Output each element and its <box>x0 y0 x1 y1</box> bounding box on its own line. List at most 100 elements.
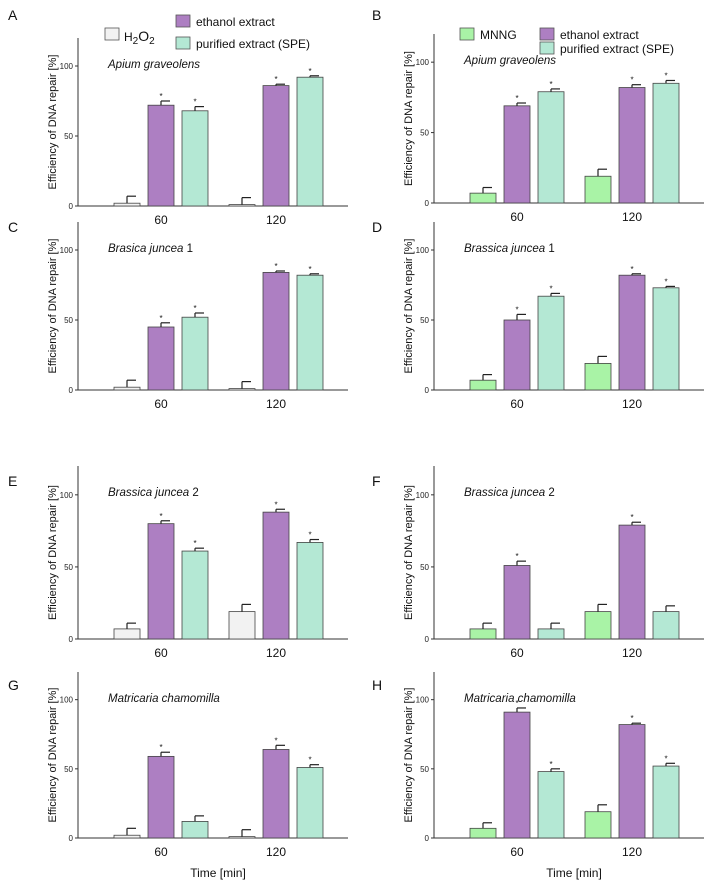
panel-label-C: C <box>8 219 18 235</box>
bar <box>503 319 531 391</box>
bar <box>296 274 324 391</box>
legend-swatch <box>175 14 191 28</box>
y-tick-label: 50 <box>64 316 73 325</box>
bar <box>181 550 209 640</box>
legend-left: H2O2 ethanol extract purified extract (SPE… <box>104 14 310 51</box>
x-category-label: 120 <box>266 397 286 411</box>
y-tick-label: 100 <box>416 246 430 255</box>
panel-label-D: D <box>372 219 382 235</box>
bar <box>584 362 612 391</box>
y-axis-title: Efficiency of DNA repair [%] <box>403 239 415 374</box>
y-tick-label: 50 <box>64 563 73 572</box>
x-category-label: 60 <box>510 397 524 411</box>
x-category-label: 60 <box>154 845 168 859</box>
significance-star: * <box>515 552 518 561</box>
species-title: Apium graveolens <box>107 59 200 71</box>
bar <box>469 827 497 839</box>
legend-label: ethanol extract <box>560 28 639 42</box>
y-tick-label: 50 <box>420 316 429 325</box>
x-category-label: 120 <box>622 845 642 859</box>
bar <box>503 711 531 839</box>
x-category-label: 120 <box>622 210 642 224</box>
significance-star: * <box>308 67 311 76</box>
x-category-label: 60 <box>510 646 524 660</box>
significance-star: * <box>193 98 196 107</box>
panel-label-B: B <box>372 7 381 23</box>
bar <box>228 204 256 207</box>
significance-star: * <box>159 512 162 521</box>
significance-star: * <box>630 265 633 274</box>
y-tick-label: 0 <box>425 386 430 395</box>
y-tick-label: 50 <box>420 129 429 138</box>
significance-star: * <box>630 714 633 723</box>
bar <box>469 379 497 391</box>
panel-label-E: E <box>8 473 17 489</box>
y-tick-label: 50 <box>64 765 73 774</box>
bar <box>181 316 209 391</box>
x-category-label: 120 <box>622 397 642 411</box>
bar <box>181 821 209 839</box>
significance-star: * <box>549 80 552 89</box>
significance-star: * <box>549 760 552 769</box>
significance-star: * <box>664 754 667 763</box>
significance-star: * <box>193 304 196 313</box>
significance-star: * <box>159 92 162 101</box>
significance-star: * <box>193 539 196 548</box>
species-suffix: 1 <box>183 243 193 255</box>
y-tick-label: 100 <box>60 696 74 705</box>
bar <box>584 611 612 640</box>
bar <box>537 628 565 640</box>
bar <box>228 836 256 839</box>
x-category-label: 60 <box>154 646 168 660</box>
bar <box>618 274 646 391</box>
legend-label: purified extract (SPE) <box>196 37 310 51</box>
legend-label: MNNG <box>480 28 517 42</box>
bar <box>652 287 680 391</box>
bar <box>181 110 209 207</box>
bar <box>113 628 141 640</box>
legend-label: H2O2 <box>124 28 155 47</box>
significance-star: * <box>664 277 667 286</box>
y-axis-title: Efficiency of DNA repair [%] <box>47 55 59 190</box>
y-tick-label: 50 <box>420 563 429 572</box>
subscript: 2 <box>133 36 139 47</box>
bar <box>469 192 497 204</box>
y-tick-label: 50 <box>420 765 429 774</box>
legend-label: ethanol extract <box>196 15 275 29</box>
legend-swatch <box>104 27 120 41</box>
x-category-label: 60 <box>154 213 168 227</box>
legend-swatch <box>459 27 475 41</box>
bar <box>503 105 531 204</box>
y-axis-title: Efficiency of DNA repair [%] <box>403 51 415 186</box>
bar <box>262 85 290 207</box>
bar <box>652 765 680 839</box>
y-axis-title: Efficiency of DNA repair [%] <box>47 688 59 823</box>
bar <box>537 91 565 204</box>
bar <box>618 524 646 640</box>
bar <box>618 87 646 204</box>
y-tick-label: 100 <box>60 246 74 255</box>
significance-star: * <box>308 265 311 274</box>
bar <box>262 749 290 839</box>
label-tail: O <box>138 28 149 44</box>
y-tick-label: 50 <box>64 132 73 141</box>
y-tick-label: 100 <box>60 62 74 71</box>
species-suffix: 2 <box>189 487 199 499</box>
bar <box>147 523 175 640</box>
significance-star: * <box>630 513 633 522</box>
significance-star: * <box>308 531 311 540</box>
y-tick-label: 100 <box>60 491 74 500</box>
significance-star: * <box>515 699 518 708</box>
panel-label-F: F <box>372 473 381 489</box>
y-tick-label: 100 <box>416 696 430 705</box>
y-axis-title: Efficiency of DNA repair [%] <box>403 688 415 823</box>
x-category-label: 120 <box>266 213 286 227</box>
bar <box>147 104 175 207</box>
y-tick-label: 100 <box>416 58 430 67</box>
y-tick-label: 100 <box>416 491 430 500</box>
